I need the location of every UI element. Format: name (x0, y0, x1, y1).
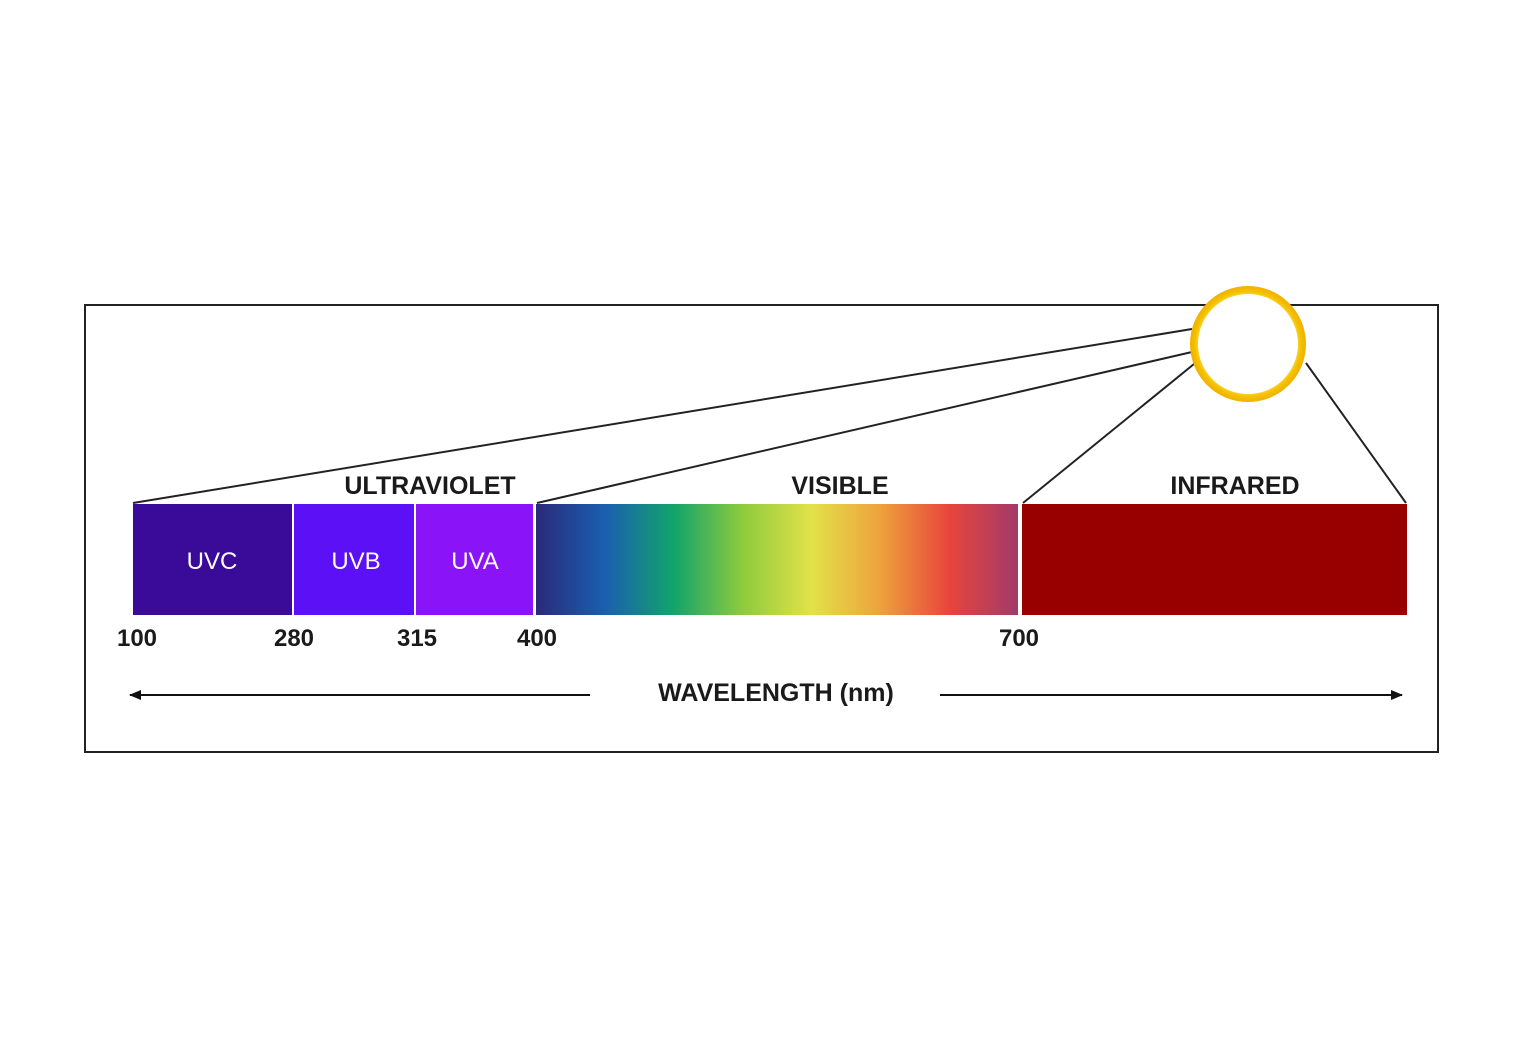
tick-label-315: 315 (397, 625, 437, 652)
band-label-uva: UVA (451, 548, 499, 575)
tick-label-280: 280 (274, 625, 314, 652)
band-visible (536, 504, 1018, 615)
band-label-uvb: UVB (331, 548, 380, 575)
ray-ultraviolet (132, 328, 1193, 504)
region-label-infrared: INFRARED (1170, 472, 1299, 500)
frame (84, 304, 1439, 753)
region-label-ultraviolet: ULTRAVIOLET (344, 472, 515, 500)
band-uvc (133, 504, 292, 615)
sun-core (1198, 294, 1298, 394)
band-uva (416, 504, 533, 615)
sun-icon (1190, 286, 1306, 402)
sun-rays (132, 328, 1407, 504)
ray-infrared-left (1022, 363, 1195, 504)
spectrum-bar (133, 504, 1407, 615)
tick-label-700: 700 (999, 625, 1039, 652)
tick-label-400: 400 (517, 625, 557, 652)
region-label-visible: VISIBLE (791, 472, 888, 500)
axis-label: WAVELENGTH (nm) (658, 679, 894, 707)
band-infrared (1022, 504, 1407, 615)
tick-label-100: 100 (117, 625, 157, 652)
ray-infrared-right (1305, 362, 1407, 504)
band-label-uvc: UVC (187, 548, 238, 575)
ray-visible (536, 351, 1193, 504)
band-uvb (294, 504, 414, 615)
